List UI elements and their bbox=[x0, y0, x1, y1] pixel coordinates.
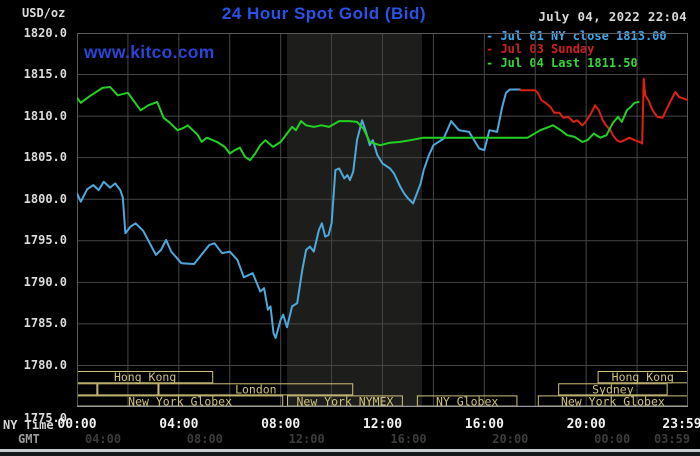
session-label: New York Globex bbox=[561, 394, 665, 407]
legend-item: - Jul 03 Sunday bbox=[486, 42, 595, 57]
y-axis-tick-label: 1775.0 bbox=[23, 410, 67, 425]
bottom-edge-shadow bbox=[0, 452, 700, 456]
x-axis-ny-tick-label: 08:00 bbox=[261, 417, 301, 432]
price-line-jul01 bbox=[77, 88, 521, 339]
session-box bbox=[97, 383, 159, 396]
kitco-watermark: www.kitco.com bbox=[84, 42, 215, 62]
x-axis-ny-row: 00:00 04:00 08:00 12:00 16:00 20:00 23:59 bbox=[0, 417, 700, 432]
x-axis-ny-tick-label: 00:00 bbox=[57, 417, 97, 432]
x-axis-ny-tick-label: 12:00 bbox=[362, 417, 403, 432]
x-axis-gmt-tick-label: 12:00 bbox=[288, 432, 325, 446]
y-axis-tick-label: 1790.0 bbox=[23, 274, 67, 289]
legend: - Jul 01 NY close 1813.00- Jul 03 Sunday… bbox=[486, 29, 667, 70]
datetime-label: July 04, 2022 22:04 bbox=[538, 9, 687, 24]
price-line-jul03 bbox=[519, 77, 688, 145]
x-axis-gmt-label: GMT bbox=[18, 432, 40, 446]
session-label: Hong Kong bbox=[114, 370, 176, 384]
x-axis-ny-tick-label: 20:00 bbox=[566, 417, 606, 432]
x-axis-ny-tick-label: 23:59 bbox=[662, 417, 700, 432]
y-axis-tick-label: 1805.0 bbox=[23, 150, 67, 165]
price-line-jul04 bbox=[77, 86, 640, 162]
session-label: Hong Kong bbox=[612, 370, 674, 384]
x-axis-gmt-tick-label: 20:00 bbox=[492, 432, 529, 446]
x-axis-ny-tick-label: 04:00 bbox=[159, 417, 199, 432]
y-axis-tick-label: 1780.0 bbox=[23, 357, 67, 372]
session-box bbox=[558, 383, 668, 396]
legend-item: - Jul 04 Last 1811.50 bbox=[486, 55, 638, 70]
x-axis-gmt-tick-label: 00:00 bbox=[594, 432, 631, 446]
y-axis-tick-label: 1810.0 bbox=[23, 108, 67, 123]
y-axis-tick-label: 1800.0 bbox=[23, 191, 67, 206]
y-axis-unit-label: USD/oz bbox=[22, 6, 66, 20]
y-axis-tick-label: 1820.0 bbox=[23, 25, 67, 40]
y-axis-tick-label: 1795.0 bbox=[23, 233, 67, 248]
y-axis-tick-label: 1815.0 bbox=[23, 67, 67, 82]
x-axis-gmt-tick-label: 16:00 bbox=[390, 432, 427, 446]
x-axis-gmt-tick-label: 04:00 bbox=[84, 432, 122, 446]
x-axis-ny-tick-label: 16:00 bbox=[464, 417, 504, 432]
y-axis-tick-label: 1785.0 bbox=[23, 316, 67, 331]
session-label: New York Globex bbox=[128, 394, 232, 407]
chart-title: 24 Hour Spot Gold (Bid) bbox=[221, 4, 427, 23]
x-axis-ny-time-label: NY Time bbox=[3, 418, 54, 432]
session-box bbox=[158, 383, 354, 396]
x-axis-gmt-tick-label: 03:59 bbox=[653, 432, 691, 446]
x-axis-gmt-row: 04:00 08:00 12:00 16:00 20:00 00:00 03:59 bbox=[0, 432, 700, 446]
session-label: Sydney bbox=[592, 382, 634, 396]
session-label: London bbox=[235, 382, 277, 396]
session-label: New York NYMEX bbox=[296, 394, 393, 407]
session-box bbox=[77, 383, 98, 396]
nymex-session-band bbox=[287, 33, 422, 407]
bottom-divider-strip bbox=[0, 449, 700, 452]
legend-item: - Jul 01 NY close 1813.00 bbox=[486, 29, 667, 43]
x-axis-gmt-tick-label: 08:00 bbox=[186, 432, 223, 446]
session-label: NY Globex bbox=[436, 394, 498, 407]
